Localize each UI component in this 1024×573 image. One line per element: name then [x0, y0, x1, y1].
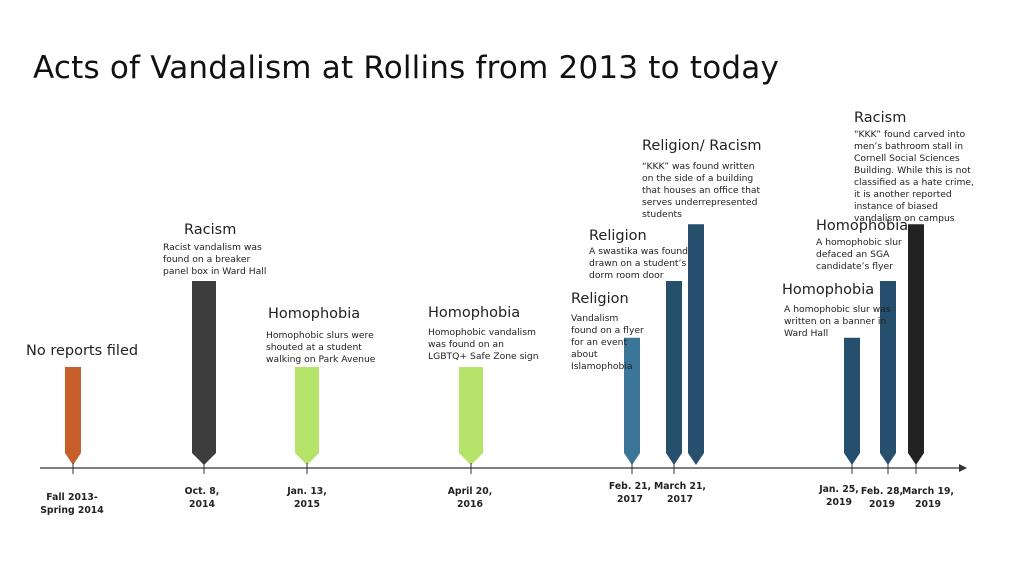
event-description: Vandalism found on a flyer for an event … [571, 313, 644, 372]
event-bar-10 [908, 224, 924, 465]
event-bar-2 [192, 281, 216, 465]
event-category-racism: Racism [184, 222, 237, 238]
event-category-no-reports-filed: No reports filed [26, 343, 139, 359]
event-bar-8 [844, 337, 860, 465]
event-bar-6 [666, 281, 682, 465]
event-category-religion: Religion [571, 291, 629, 307]
event-category-homophobia: Homophobia [428, 305, 521, 321]
event-bar-9 [880, 281, 896, 465]
event-description: Racist vandalism was found on a breaker … [163, 242, 267, 277]
event-date: April 20, 2016 [447, 486, 493, 510]
event-category-homophobia: Homophobia [816, 218, 909, 234]
event-category-homophobia: Homophobia [268, 306, 361, 322]
event-bar-4 [459, 367, 483, 465]
event-date: Fall 2013- Spring 2014 [40, 492, 104, 516]
event-category-religion: Religion [589, 228, 647, 244]
event-bar-1 [65, 367, 81, 465]
event-date: Oct. 8, 2014 [184, 486, 220, 510]
event-date: Feb. 28, 2019 [860, 486, 904, 510]
event-description: “KKK” was found written on the side of a… [642, 161, 761, 220]
event-date: March 21, 2017 [654, 481, 706, 505]
event-bar-7 [688, 224, 704, 465]
event-description: A swastika was found drawn on a student’… [589, 246, 688, 281]
event-category-religion-racism: Religion/ Racism [642, 138, 762, 154]
event-description: “KKK” found carved into men’s bathroom s… [854, 129, 974, 224]
event-date: March 19, 2019 [902, 486, 954, 510]
event-category-racism: Racism [854, 110, 907, 126]
event-date: Jan. 25, 2019 [819, 484, 859, 508]
event-description: A homophobic slur was written on a banne… [784, 304, 891, 339]
slide-title: Acts of Vandalism at Rollins from 2013 t… [33, 50, 780, 86]
event-category-homophobia: Homophobia [782, 282, 875, 298]
event-description: Homophobic slurs were shouted at a stude… [266, 330, 376, 365]
event-description: A homophobic slur defaced an SGA candida… [816, 237, 902, 272]
event-description: Homophobic vandalism was found on an LGB… [428, 327, 539, 362]
event-date: Feb. 21, 2017 [608, 481, 652, 505]
event-date: Jan. 13, 2015 [287, 486, 327, 510]
event-bar-3 [295, 367, 319, 465]
event-bar-5 [624, 337, 640, 465]
